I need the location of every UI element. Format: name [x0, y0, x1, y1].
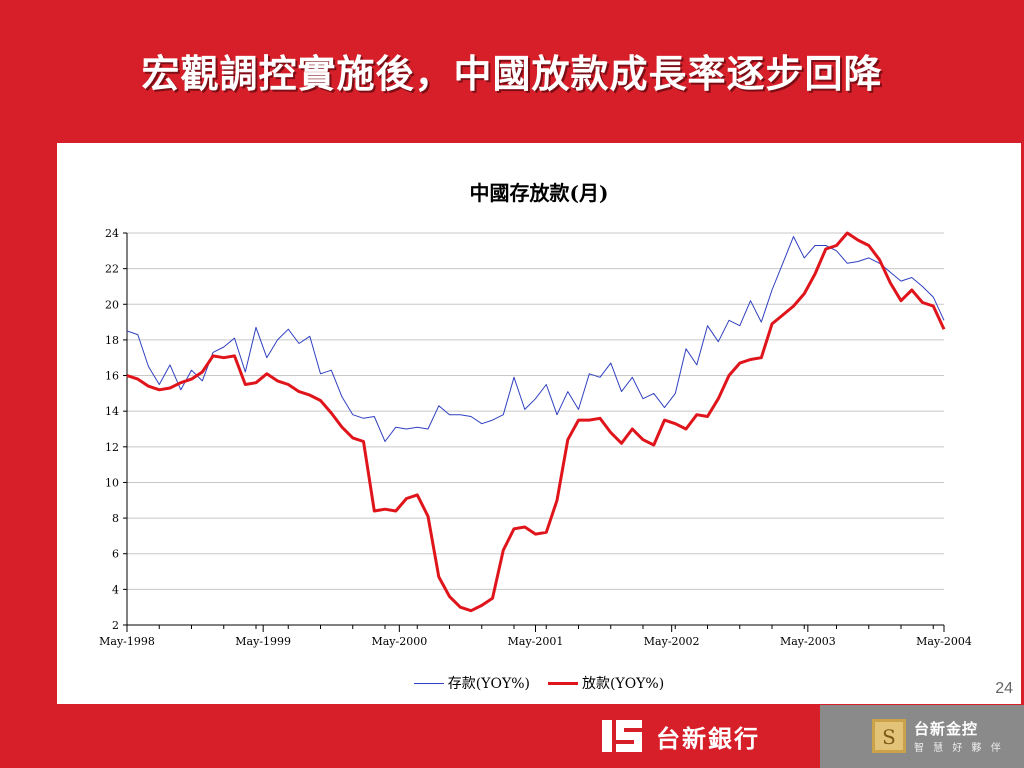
chart-legend: 存款(YOY%) 放款(YOY%): [57, 673, 1021, 693]
y-tick-label: 14: [105, 405, 119, 418]
y-tick-label: 22: [105, 263, 119, 276]
x-tick-label: May-2003: [780, 635, 836, 648]
chart-title: 中國存放款(月): [469, 181, 609, 205]
y-tick-label: 8: [112, 512, 119, 525]
x-tick-label: May-2000: [371, 635, 427, 648]
y-tick-label: 10: [105, 476, 119, 489]
y-tick-label: 12: [105, 441, 119, 454]
series-line-deposits: [126, 236, 945, 442]
holding-name: 台新金控: [914, 720, 979, 738]
y-tick-label: 20: [105, 298, 119, 311]
taishin-logo-icon: [602, 720, 642, 752]
footer-right: [820, 705, 1024, 768]
holding-slogan: 智 慧 好 夥 伴: [914, 743, 1004, 754]
holding-logo-icon: S: [872, 719, 906, 753]
legend-item-loans: 放款(YOY%): [548, 673, 664, 693]
y-tick-label: 6: [112, 548, 119, 561]
bank-name: 台新銀行: [656, 724, 760, 753]
chart-panel: 中國存放款(月) 2 4 6 8 10 12 14 16 18 20 22 24 May-1998 May…: [57, 143, 1021, 704]
svg-text:S: S: [882, 725, 896, 749]
y-tick-label: 4: [112, 583, 119, 596]
y-tick-label: 2: [112, 619, 119, 632]
legend-item-deposits: 存款(YOY%): [413, 673, 530, 693]
y-tick-label: 24: [105, 227, 119, 240]
legend-label-loans: 放款(YOY%): [582, 676, 665, 692]
legend-swatch-deposits: [413, 682, 444, 684]
y-tick-label: 18: [105, 334, 119, 347]
x-tick-label: May-2002: [644, 635, 700, 648]
y-tick-label: 16: [105, 370, 119, 383]
x-tick-label: May-1998: [99, 635, 155, 648]
holding-brand: S 台新金控 智 慧 好 夥 伴: [872, 718, 1004, 754]
series-line-loans: [126, 231, 946, 613]
x-tick-label: May-2001: [508, 635, 564, 648]
bank-brand: 台新銀行: [600, 716, 760, 756]
legend-swatch-loans: [548, 681, 578, 685]
legend-label-deposits: 存款(YOY%): [447, 676, 530, 692]
x-tick-label: May-1999: [235, 635, 291, 648]
x-tick-label: May-2004: [916, 635, 972, 648]
page-number: 24: [995, 680, 1013, 697]
slide-title: 宏觀調控實施後，中國放款成長率逐步回降: [141, 51, 883, 96]
